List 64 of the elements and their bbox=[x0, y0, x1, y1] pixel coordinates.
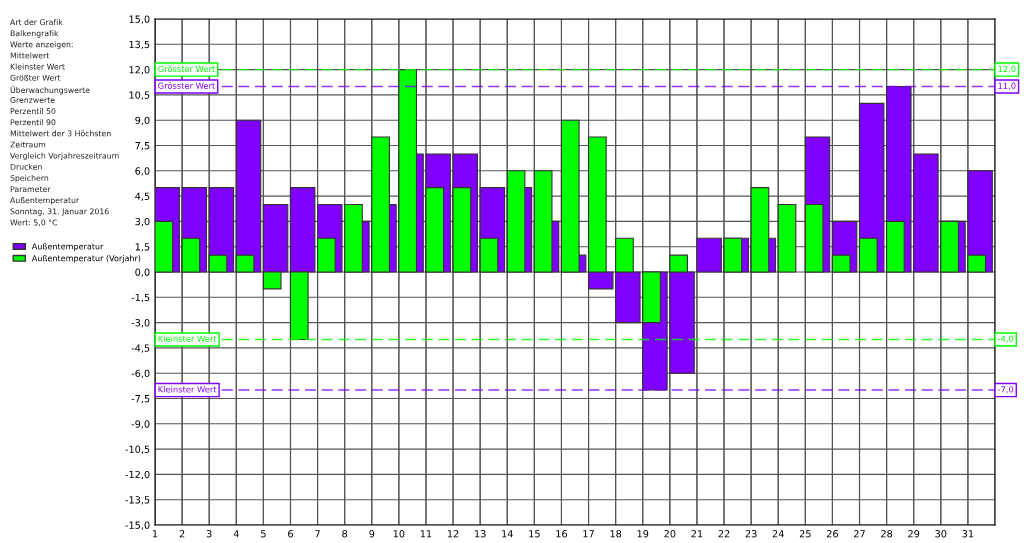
x-tick-label: 6 bbox=[288, 530, 293, 538]
ref-line-label: Grösster Wert bbox=[158, 65, 216, 73]
y-tick-label: 0,0 bbox=[135, 268, 150, 277]
legend-label: Außentemperatur (Vorjahr) bbox=[31, 255, 141, 263]
y-tick-label: -9,0 bbox=[131, 420, 150, 429]
ref-line-label: Kleinster Wert bbox=[158, 386, 217, 393]
y-tick-label: 6,0 bbox=[135, 167, 150, 176]
x-tick-label: 12 bbox=[447, 530, 459, 538]
y-tick-label: 12,0 bbox=[129, 66, 150, 75]
annotation: -7,0 bbox=[997, 386, 1014, 394]
y-tick-label: -12,0 bbox=[125, 470, 150, 480]
x-tick-label: 28 bbox=[881, 530, 893, 538]
bar bbox=[235, 119, 262, 273]
x-tick-label: 26 bbox=[826, 530, 838, 538]
x-tick-label: 24 bbox=[772, 530, 784, 538]
y-tick-label: -6,0 bbox=[131, 369, 150, 379]
ref-line-label: Kleinster Wert bbox=[158, 335, 217, 342]
y-tick-label: 13,5 bbox=[129, 40, 150, 50]
x-tick-label: 27 bbox=[854, 530, 865, 538]
y-tick-label: -1,5 bbox=[131, 293, 150, 303]
x-tick-label: 2 bbox=[179, 530, 185, 538]
x-tick-label: 1 bbox=[152, 530, 158, 538]
bar bbox=[777, 203, 797, 273]
annotation: 12,0 bbox=[998, 65, 1016, 73]
x-tick-label: 18 bbox=[610, 530, 622, 538]
x-tick-label: 30 bbox=[935, 530, 947, 538]
y-tick-label: 10,5 bbox=[129, 91, 150, 100]
y-tick-label: 1,5 bbox=[135, 243, 150, 252]
x-tick-label: 17 bbox=[583, 530, 594, 538]
x-tick-label: 20 bbox=[664, 530, 676, 538]
x-tick-label: 31 bbox=[962, 530, 974, 538]
y-tick-label: 7,5 bbox=[135, 142, 150, 151]
x-tick-label: 11 bbox=[420, 530, 432, 538]
x-tick-label: 22 bbox=[718, 530, 730, 538]
x-tick-label: 9 bbox=[369, 530, 375, 538]
ref-line-label: Grösster Wert bbox=[158, 82, 216, 89]
annotation: 11,0 bbox=[998, 82, 1016, 90]
y-tick-label: 15,0 bbox=[129, 15, 150, 24]
x-tick-label: 3 bbox=[206, 530, 212, 538]
x-tick-label: 4 bbox=[233, 530, 239, 538]
x-tick-label: 25 bbox=[799, 530, 811, 538]
x-tick-label: 5 bbox=[261, 530, 266, 538]
x-tick-label: 7 bbox=[315, 530, 320, 538]
y-tick-label: 3,0 bbox=[135, 217, 150, 227]
y-tick-label: -10,5 bbox=[125, 445, 150, 454]
x-tick-label: 19 bbox=[637, 530, 649, 538]
y-tick-label: -13,5 bbox=[125, 496, 150, 505]
x-tick-label: 16 bbox=[556, 530, 568, 538]
legend-label: Außentemperatur bbox=[31, 243, 104, 251]
y-tick-label: -3,0 bbox=[131, 319, 150, 328]
x-tick-label: 14 bbox=[502, 530, 513, 538]
x-tick-label: 21 bbox=[691, 530, 703, 538]
x-tick-label: 29 bbox=[908, 530, 920, 538]
x-tick-label: 8 bbox=[342, 530, 348, 538]
y-tick-label: -15,0 bbox=[125, 521, 150, 530]
y-tick-label: 9,0 bbox=[135, 116, 150, 126]
x-tick-label: 15 bbox=[529, 530, 540, 538]
x-tick-label: 10 bbox=[393, 530, 405, 538]
x-tick-label: 23 bbox=[745, 530, 757, 538]
y-tick-label: 4,5 bbox=[135, 192, 150, 201]
y-tick-label: -7,5 bbox=[131, 395, 150, 404]
x-tick-label: 13 bbox=[475, 530, 486, 538]
annotation: -4,0 bbox=[997, 335, 1014, 343]
y-tick-label: -4,5 bbox=[131, 344, 150, 353]
